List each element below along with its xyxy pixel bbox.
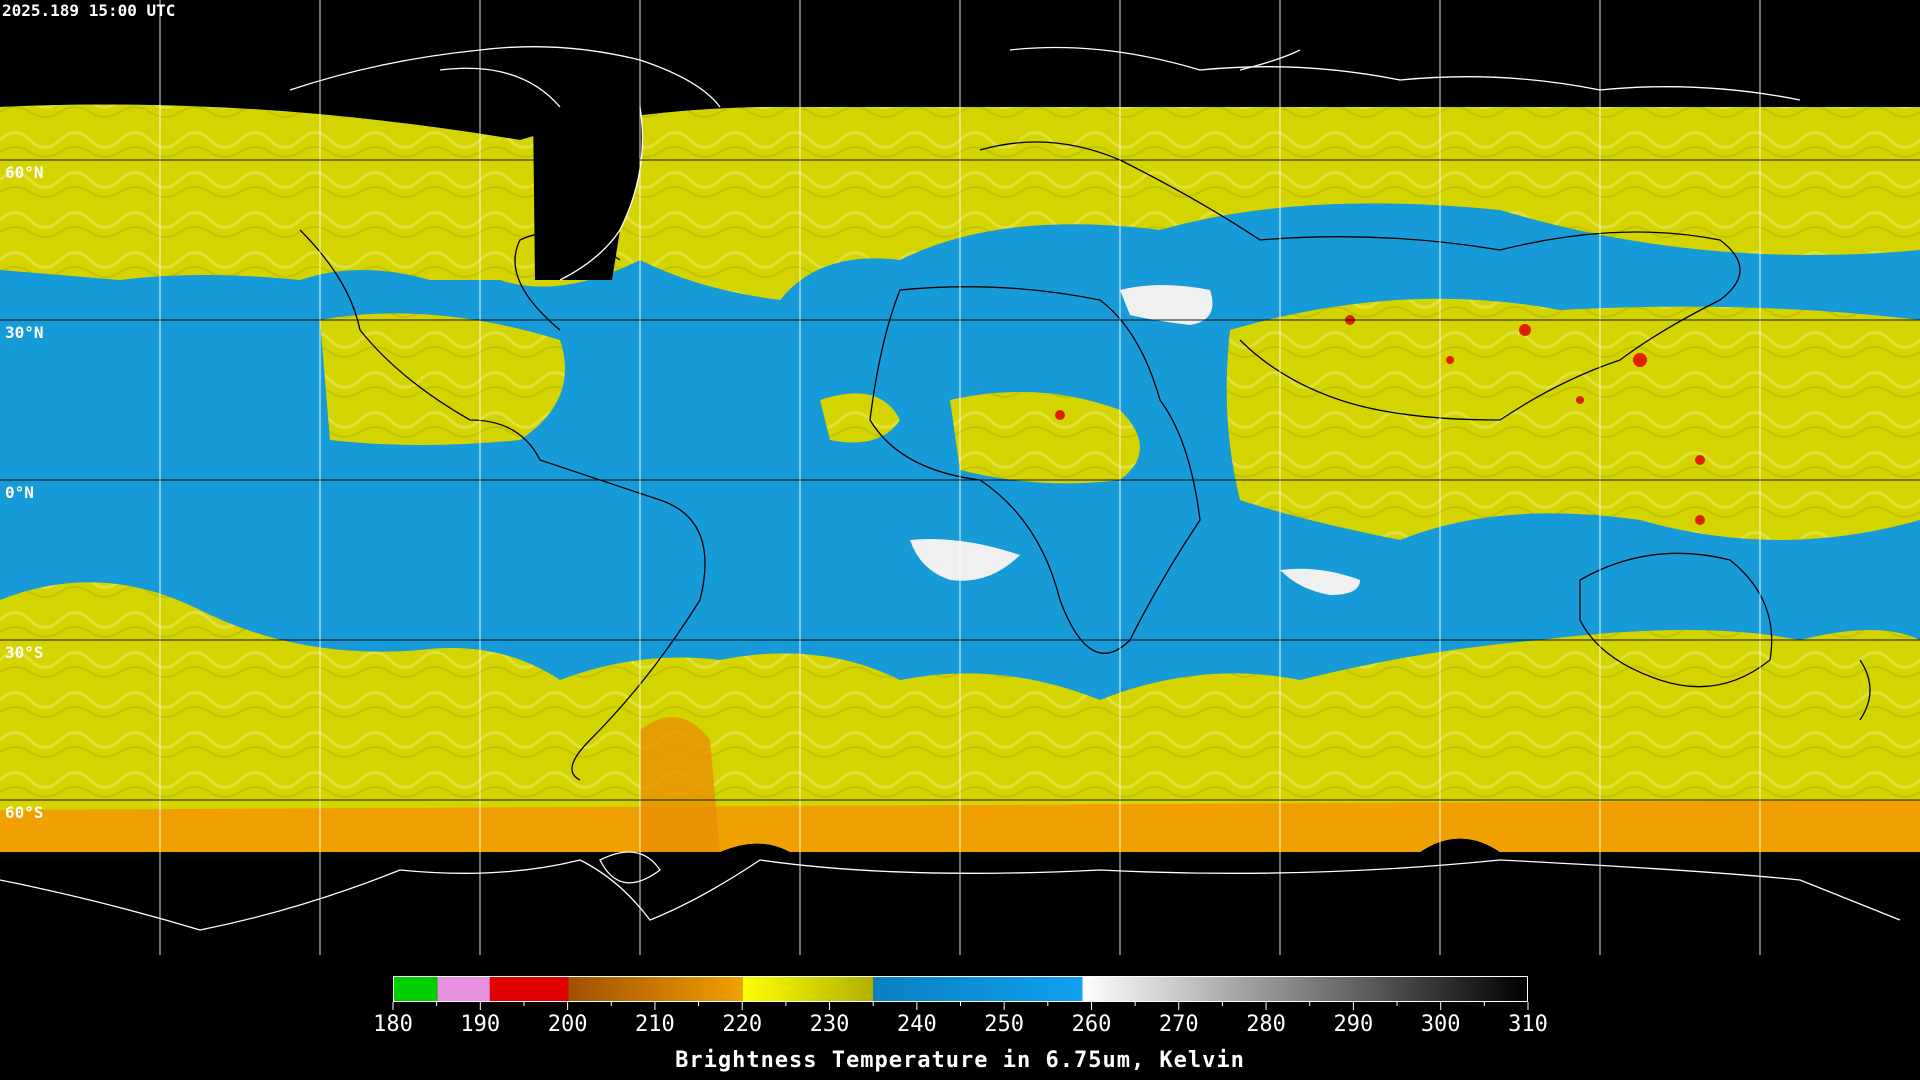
colorbar-tick-label: 180 (373, 1012, 413, 1037)
colorbar (393, 976, 1528, 1002)
colorbar-tick-label: 220 (722, 1012, 763, 1037)
colorbar-tick-label: 250 (984, 1012, 1025, 1037)
colorbar-segment (394, 977, 438, 1001)
water-vapor-imagery (0, 0, 1920, 955)
colorbar-segment (489, 977, 569, 1001)
colorbar-segment (437, 977, 490, 1001)
colorbar-tick-label: 270 (1158, 1012, 1199, 1037)
lat-label-30s: 30°S (5, 643, 44, 662)
colorbar-segment (873, 977, 1083, 1001)
colorbar-tick-label: 210 (635, 1012, 675, 1037)
lat-label-60n: 60°N (5, 163, 44, 182)
colorbar-tick-label: 300 (1420, 1012, 1461, 1037)
lat-label-60s: 60°S (5, 803, 44, 822)
colorbar-tick-label: 230 (809, 1012, 850, 1037)
colorbar-ticks (392, 1002, 1529, 1010)
colorbar-tick-label: 290 (1333, 1012, 1374, 1037)
colorbar-tick-label: 280 (1246, 1012, 1286, 1037)
world-map: 2025.189 15:00 UTC 60°N 30°N 0°N 30°S 60… (0, 0, 1920, 955)
colorbar-tick-label: 190 (460, 1012, 501, 1037)
colorbar-title: Brightness Temperature in 6.75um, Kelvin (675, 1048, 1245, 1073)
colorbar-tick-label: 310 (1508, 1012, 1548, 1037)
colorbar-tick-label: 240 (896, 1012, 937, 1037)
colorbar-tick-label: 260 (1071, 1012, 1112, 1037)
timestamp: 2025.189 15:00 UTC (2, 1, 176, 20)
colorbar-segment (742, 977, 874, 1001)
colorbar-segment (568, 977, 743, 1001)
colorbar-segment (1082, 977, 1527, 1001)
lat-label-0n: 0°N (5, 483, 34, 502)
colorbar-tick-label: 200 (547, 1012, 588, 1037)
lat-label-30n: 30°N (5, 323, 44, 342)
colorbar-legend: 180 190 200 210 220 230 240 250 260 270 280 290 300 3… (0, 960, 1920, 1080)
